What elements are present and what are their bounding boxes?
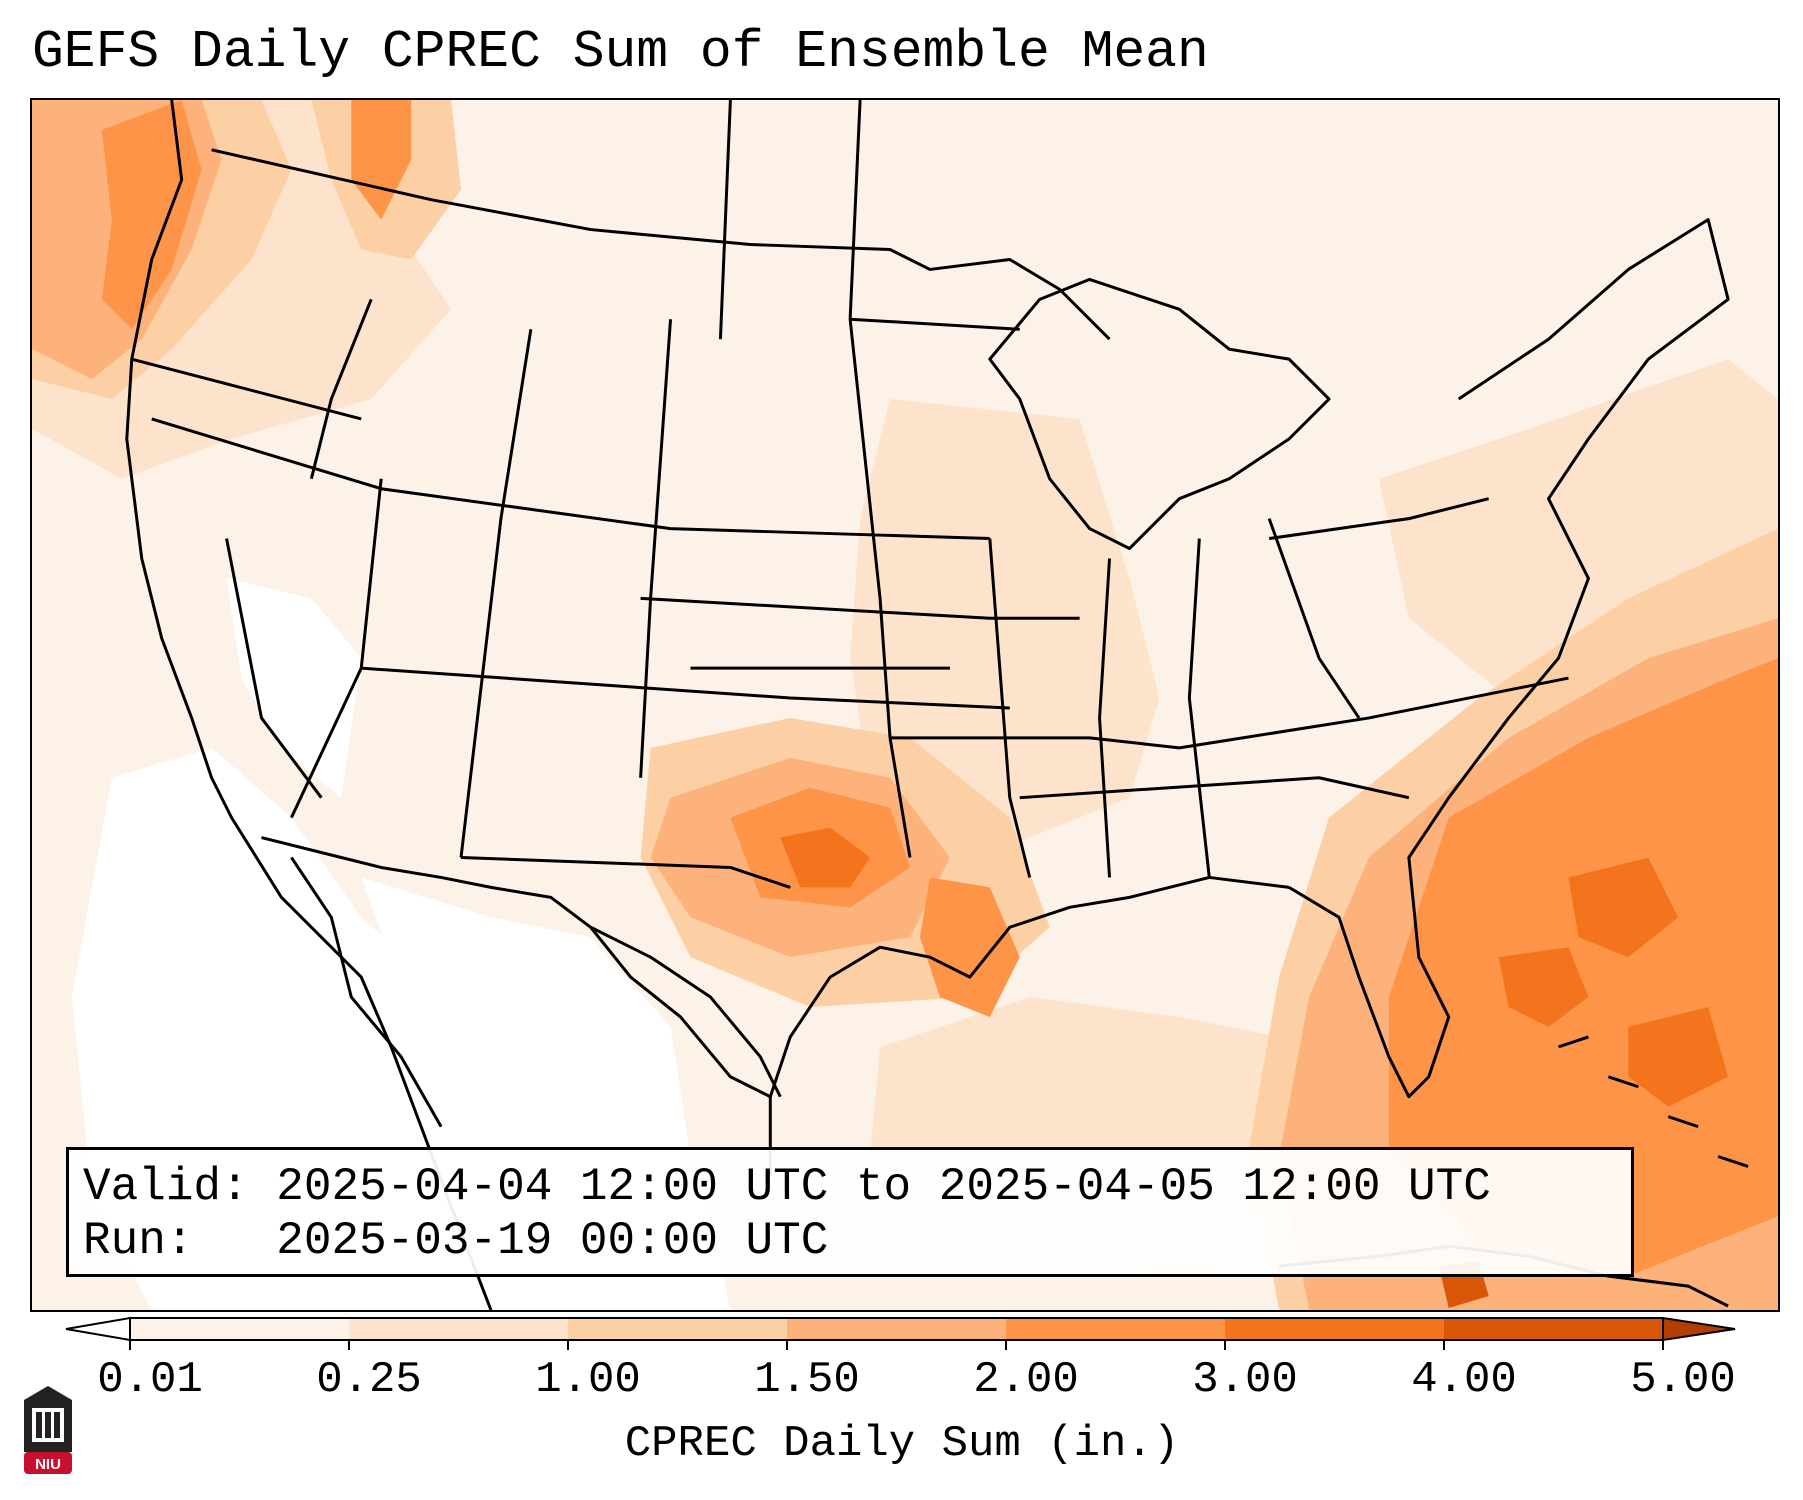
niu-logo-icon: NIU	[24, 1386, 72, 1474]
max-area-atlantic-1	[1568, 857, 1679, 958]
colorbar-tick-label: 1.00	[535, 1355, 641, 1405]
colorbar-tick-label: 1.50	[754, 1355, 860, 1405]
great-lakes	[988, 277, 1331, 551]
state-lines	[131, 100, 1569, 889]
colorbar-tick-label: 3.00	[1192, 1355, 1298, 1405]
colorbar-segment	[349, 1318, 569, 1340]
baja-coastline	[290, 856, 443, 1128]
colorbar	[65, 1316, 1736, 1350]
gulf-coastline	[768, 875, 1290, 1177]
map-frame	[30, 98, 1780, 1312]
colorbar-segment	[1225, 1318, 1445, 1340]
colorbar-tick-label: 0.01	[97, 1355, 203, 1405]
rio-grande	[589, 926, 771, 1099]
colorbar-tick-label: 2.00	[973, 1355, 1079, 1405]
heavier-area-idaho	[351, 100, 412, 220]
colorbar-segment	[1444, 1318, 1664, 1340]
run-value: 2025-03-19 00:00 UTC	[276, 1215, 829, 1267]
colorbar-segment	[1006, 1318, 1226, 1340]
valid-value: 2025-04-04 12:00 UTC to 2025-04-05 12:00…	[276, 1161, 1491, 1213]
colorbar-high-extension	[1662, 1316, 1736, 1342]
colorbar-segment	[568, 1318, 788, 1340]
colorbar-tick-label: 5.00	[1630, 1355, 1736, 1405]
colorbar-tick-label: 4.00	[1411, 1355, 1517, 1405]
niu-logo-text: NIU	[35, 1456, 61, 1473]
colorbar-segment	[787, 1318, 1007, 1340]
heavier-area-pnw	[101, 100, 202, 330]
max-area-oklahoma	[780, 827, 871, 888]
light-area-central	[850, 399, 1160, 858]
map-borders	[125, 100, 1749, 1310]
run-line: Run: 2025-03-19 00:00 UTC	[83, 1214, 1617, 1268]
max-area-atlantic-2	[1498, 947, 1589, 1027]
canada-border	[211, 148, 1111, 341]
max-area-atlantic-3	[1628, 1007, 1729, 1107]
colorbar-low-extension	[65, 1316, 131, 1342]
colorbar-frame	[129, 1317, 1664, 1341]
mexico-border	[261, 836, 782, 1098]
dry-area-mexico	[361, 877, 691, 1177]
map-title: GEFS Daily CPREC Sum of Ensemble Mean	[32, 22, 1209, 82]
heavier-area-louisiana	[919, 877, 1020, 1017]
colorbar-segment	[130, 1318, 350, 1340]
valid-label: Valid:	[83, 1161, 249, 1213]
colorbar-title: CPREC Daily Sum (in.)	[624, 1419, 1180, 1469]
run-label: Run:	[83, 1215, 194, 1267]
bahamas-outline	[1558, 1035, 1749, 1168]
west-coastline	[125, 100, 493, 1310]
precip-map	[32, 100, 1778, 1310]
valid-info-box: Valid: 2025-04-04 12:00 UTC to 2025-04-0…	[66, 1147, 1634, 1277]
valid-line: Valid: 2025-04-04 12:00 UTC to 2025-04-0…	[83, 1160, 1617, 1214]
colorbar-tick-label: 0.25	[316, 1355, 422, 1405]
east-coastline	[1288, 218, 1730, 1099]
